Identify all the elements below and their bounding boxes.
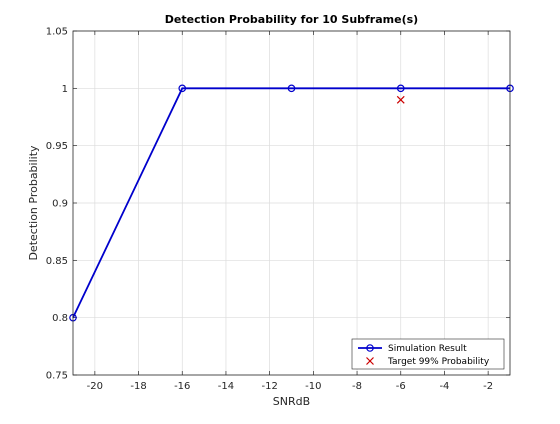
plot-frame [72,30,511,376]
chart-title: Detection Probability for 10 Subframe(s) [165,13,418,26]
legend-label-target: Target 99% Probability [387,357,490,367]
x-tick-label: -12 [261,381,277,392]
circle-marker [366,344,374,352]
circle-marker [287,84,296,93]
y-axis-label: Detection Probability [27,145,40,261]
x-marker [366,357,374,365]
x-tick-label: -6 [396,381,406,392]
x-marker-stroke [396,95,405,104]
y-tick-label: 1 [62,84,68,95]
x-tick-label: -8 [352,381,362,392]
legend-label-simulation: Simulation Result [388,344,467,354]
x-marker [396,95,405,104]
series-line [72,87,510,319]
circle-marker [396,84,405,93]
y-tick-label: 0.85 [46,256,68,267]
y-tick-label: 0.8 [52,313,68,324]
x-tick-label: -4 [439,381,449,392]
x-tick-label: -16 [174,381,190,392]
x-tick-label: -14 [218,381,234,392]
y-tick-label: 0.9 [52,199,68,210]
x-tick-label: -2 [483,381,493,392]
legend: Simulation Result Target 99% Probability [351,338,505,370]
axis-ticks: -20 -18 -16 -14 -12 -10 -8 -6 -4 -2 0.75 0.8 0.85 0.9… [46,27,510,392]
x-axis-label: SNRdB [273,395,310,408]
series-target-99-probability [396,95,405,104]
circle-marker [178,84,187,93]
y-tick-label: 0.95 [46,141,68,152]
y-tick-label: 1.05 [46,27,68,38]
x-tick-label: -10 [305,381,321,392]
x-tick-label: -18 [130,381,146,392]
legend-box [351,338,505,370]
x-tick-label: -20 [87,381,103,392]
y-tick-label: 0.75 [46,371,68,382]
x-marker-stroke [366,357,374,365]
